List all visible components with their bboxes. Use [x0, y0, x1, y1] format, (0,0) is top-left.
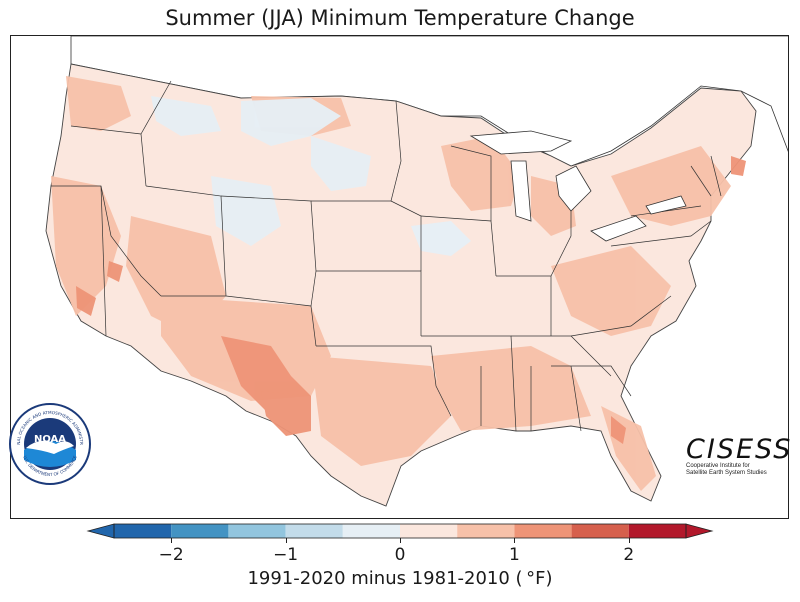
- colorbar-tick-mark: [514, 538, 516, 543]
- cisess-subtitle-line2: Satellite Earth System Studies: [686, 470, 767, 476]
- colorbar-tick-label: −2: [158, 545, 184, 565]
- map-frame: [10, 35, 789, 519]
- colorbar-tick-label: 2: [623, 545, 635, 565]
- colorbar-tick-mark: [400, 538, 401, 543]
- colorbar-bin: [571, 524, 629, 538]
- colorbar-tick-label: 1: [508, 545, 520, 565]
- colorbar: [86, 523, 714, 539]
- colorbar-label: 1991-2020 minus 1981-2010 ( °F): [247, 568, 553, 589]
- colorbar-bin: [400, 524, 458, 538]
- noaa-center-text: NOAA: [34, 434, 66, 445]
- colorbar-bin: [228, 524, 286, 538]
- cisess-subtitle-line1: Cooperative Institute for: [686, 463, 750, 469]
- colorbar-bin: [457, 524, 515, 538]
- great-lakes: [469, 130, 687, 242]
- colorbar-extend-low: [86, 523, 115, 539]
- warming-patches-strong: [76, 156, 746, 444]
- colorbar-bin: [514, 524, 572, 538]
- colorbar-tick-label: 0: [394, 545, 406, 565]
- colorbar-bin: [171, 524, 229, 538]
- colorbar-bin: [285, 524, 343, 538]
- colorbar-tick-mark: [171, 538, 173, 543]
- colorbar-bin: [114, 524, 172, 538]
- noaa-logo: NOAA NATIONAL OCEANIC AND ATMOSPHERIC AD…: [8, 402, 91, 485]
- colorbar-tick-mark: [285, 538, 287, 543]
- map-title: Summer (JJA) Minimum Temperature Change: [165, 6, 635, 30]
- colorbar-tick-label: −1: [273, 545, 299, 565]
- colorbar-tick-mark: [628, 538, 630, 543]
- state-borders: [51, 80, 722, 432]
- us-map: [11, 36, 788, 518]
- colorbar-bin: [342, 524, 400, 538]
- colorbar-extend-high: [685, 523, 714, 539]
- cooling-patches: [151, 96, 471, 256]
- cisess-logo: CISESS Cooperative Institute for Satelli…: [686, 434, 793, 477]
- cisess-wordmark: CISESS: [686, 434, 793, 465]
- colorbar-bin: [628, 524, 686, 538]
